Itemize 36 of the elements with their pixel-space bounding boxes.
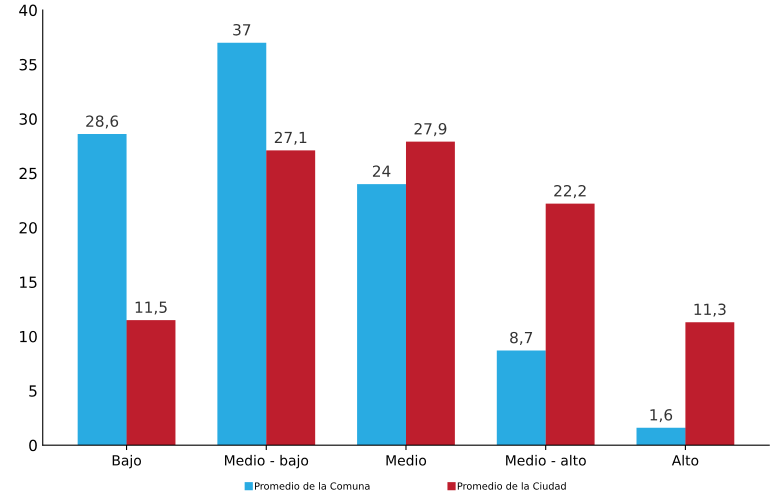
bar [685,322,734,446]
y-tick-label: 30 [20,113,37,125]
y-tick-label: 0 [29,440,37,452]
x-tick-label: Medio [386,454,426,466]
y-tick-label: 40 [19,4,37,16]
data-label: 22,2 [554,184,586,198]
bar [78,134,127,446]
bar [357,184,406,446]
bar [406,142,455,446]
y-tick-label: 5 [29,385,37,397]
data-label: 27,9 [414,122,446,136]
data-label: 24 [372,165,390,177]
bar [546,204,595,446]
legend-label: Promedio de la Comuna [255,482,370,490]
x-tick-label: Bajo [112,454,141,468]
y-tick-label: 15 [20,276,37,288]
data-label: 11,5 [136,302,167,314]
x-tick-label: Alto [672,454,698,466]
y-tick-label: 10 [20,330,37,342]
bar [496,350,546,446]
data-label: 37 [233,24,250,36]
y-tick-label: 20 [20,222,37,234]
data-label: 1,6 [650,409,672,422]
x-tick-label: Medio - bajo [225,454,308,468]
data-label: 11,3 [694,304,726,317]
data-label: 27,1 [274,132,306,145]
data-label: 28,6 [86,115,118,128]
bar [266,150,316,446]
x-tick-label: Medio - alto [506,454,586,466]
bar [636,428,686,446]
data-label: 8,7 [510,332,532,345]
bar [217,42,266,446]
y-tick-label: 35 [20,58,37,70]
bar [126,320,176,446]
y-tick-label: 25 [20,168,37,180]
legend-label: Promedio de la Ciudad [458,482,566,490]
